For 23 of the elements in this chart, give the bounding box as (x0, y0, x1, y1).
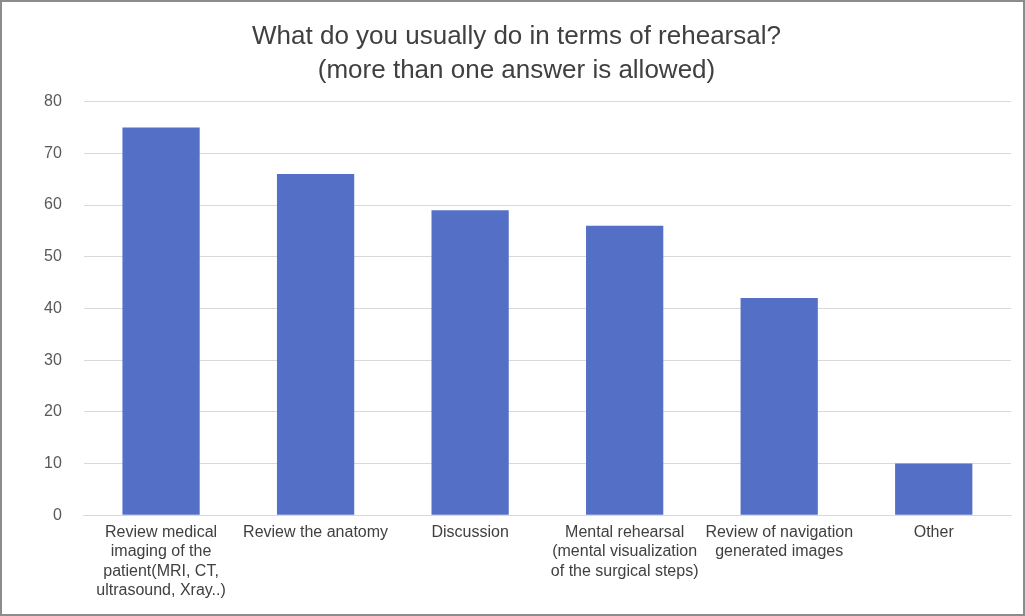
chart-title: What do you usually do in terms of rehearsal? (252, 20, 781, 51)
bar (431, 210, 509, 515)
y-tick-label: 40 (44, 298, 62, 316)
bar (586, 225, 664, 515)
x-tick-label: Discussion (431, 523, 509, 541)
y-tick-label: 60 (44, 195, 62, 213)
x-tick-label: Review of navigation generated images (705, 523, 854, 560)
x-tick-label: Other (913, 523, 955, 541)
y-tick-label: 0 (52, 505, 62, 523)
x-tick-label: Review medical imaging of the patient(MRI, CT, ultrasound, Xray..) (96, 523, 226, 598)
y-tick-label: 80 (44, 92, 62, 110)
y-tick-label: 30 (44, 350, 62, 368)
bar (740, 298, 818, 515)
y-tick-label: 50 (44, 247, 62, 265)
x-tick-label: Review the anatomy (243, 523, 389, 541)
x-tick-label: Mental rehearsal (mental visualization of the surgical steps) (550, 523, 699, 579)
bar (122, 127, 200, 515)
bar (276, 173, 355, 515)
chart-subtitle: (more than one answer is allowed) (317, 53, 716, 84)
y-tick-label: 70 (44, 143, 62, 161)
bar (895, 463, 973, 515)
y-tick-label: 20 (44, 402, 62, 420)
y-tick-label: 10 (44, 453, 62, 471)
